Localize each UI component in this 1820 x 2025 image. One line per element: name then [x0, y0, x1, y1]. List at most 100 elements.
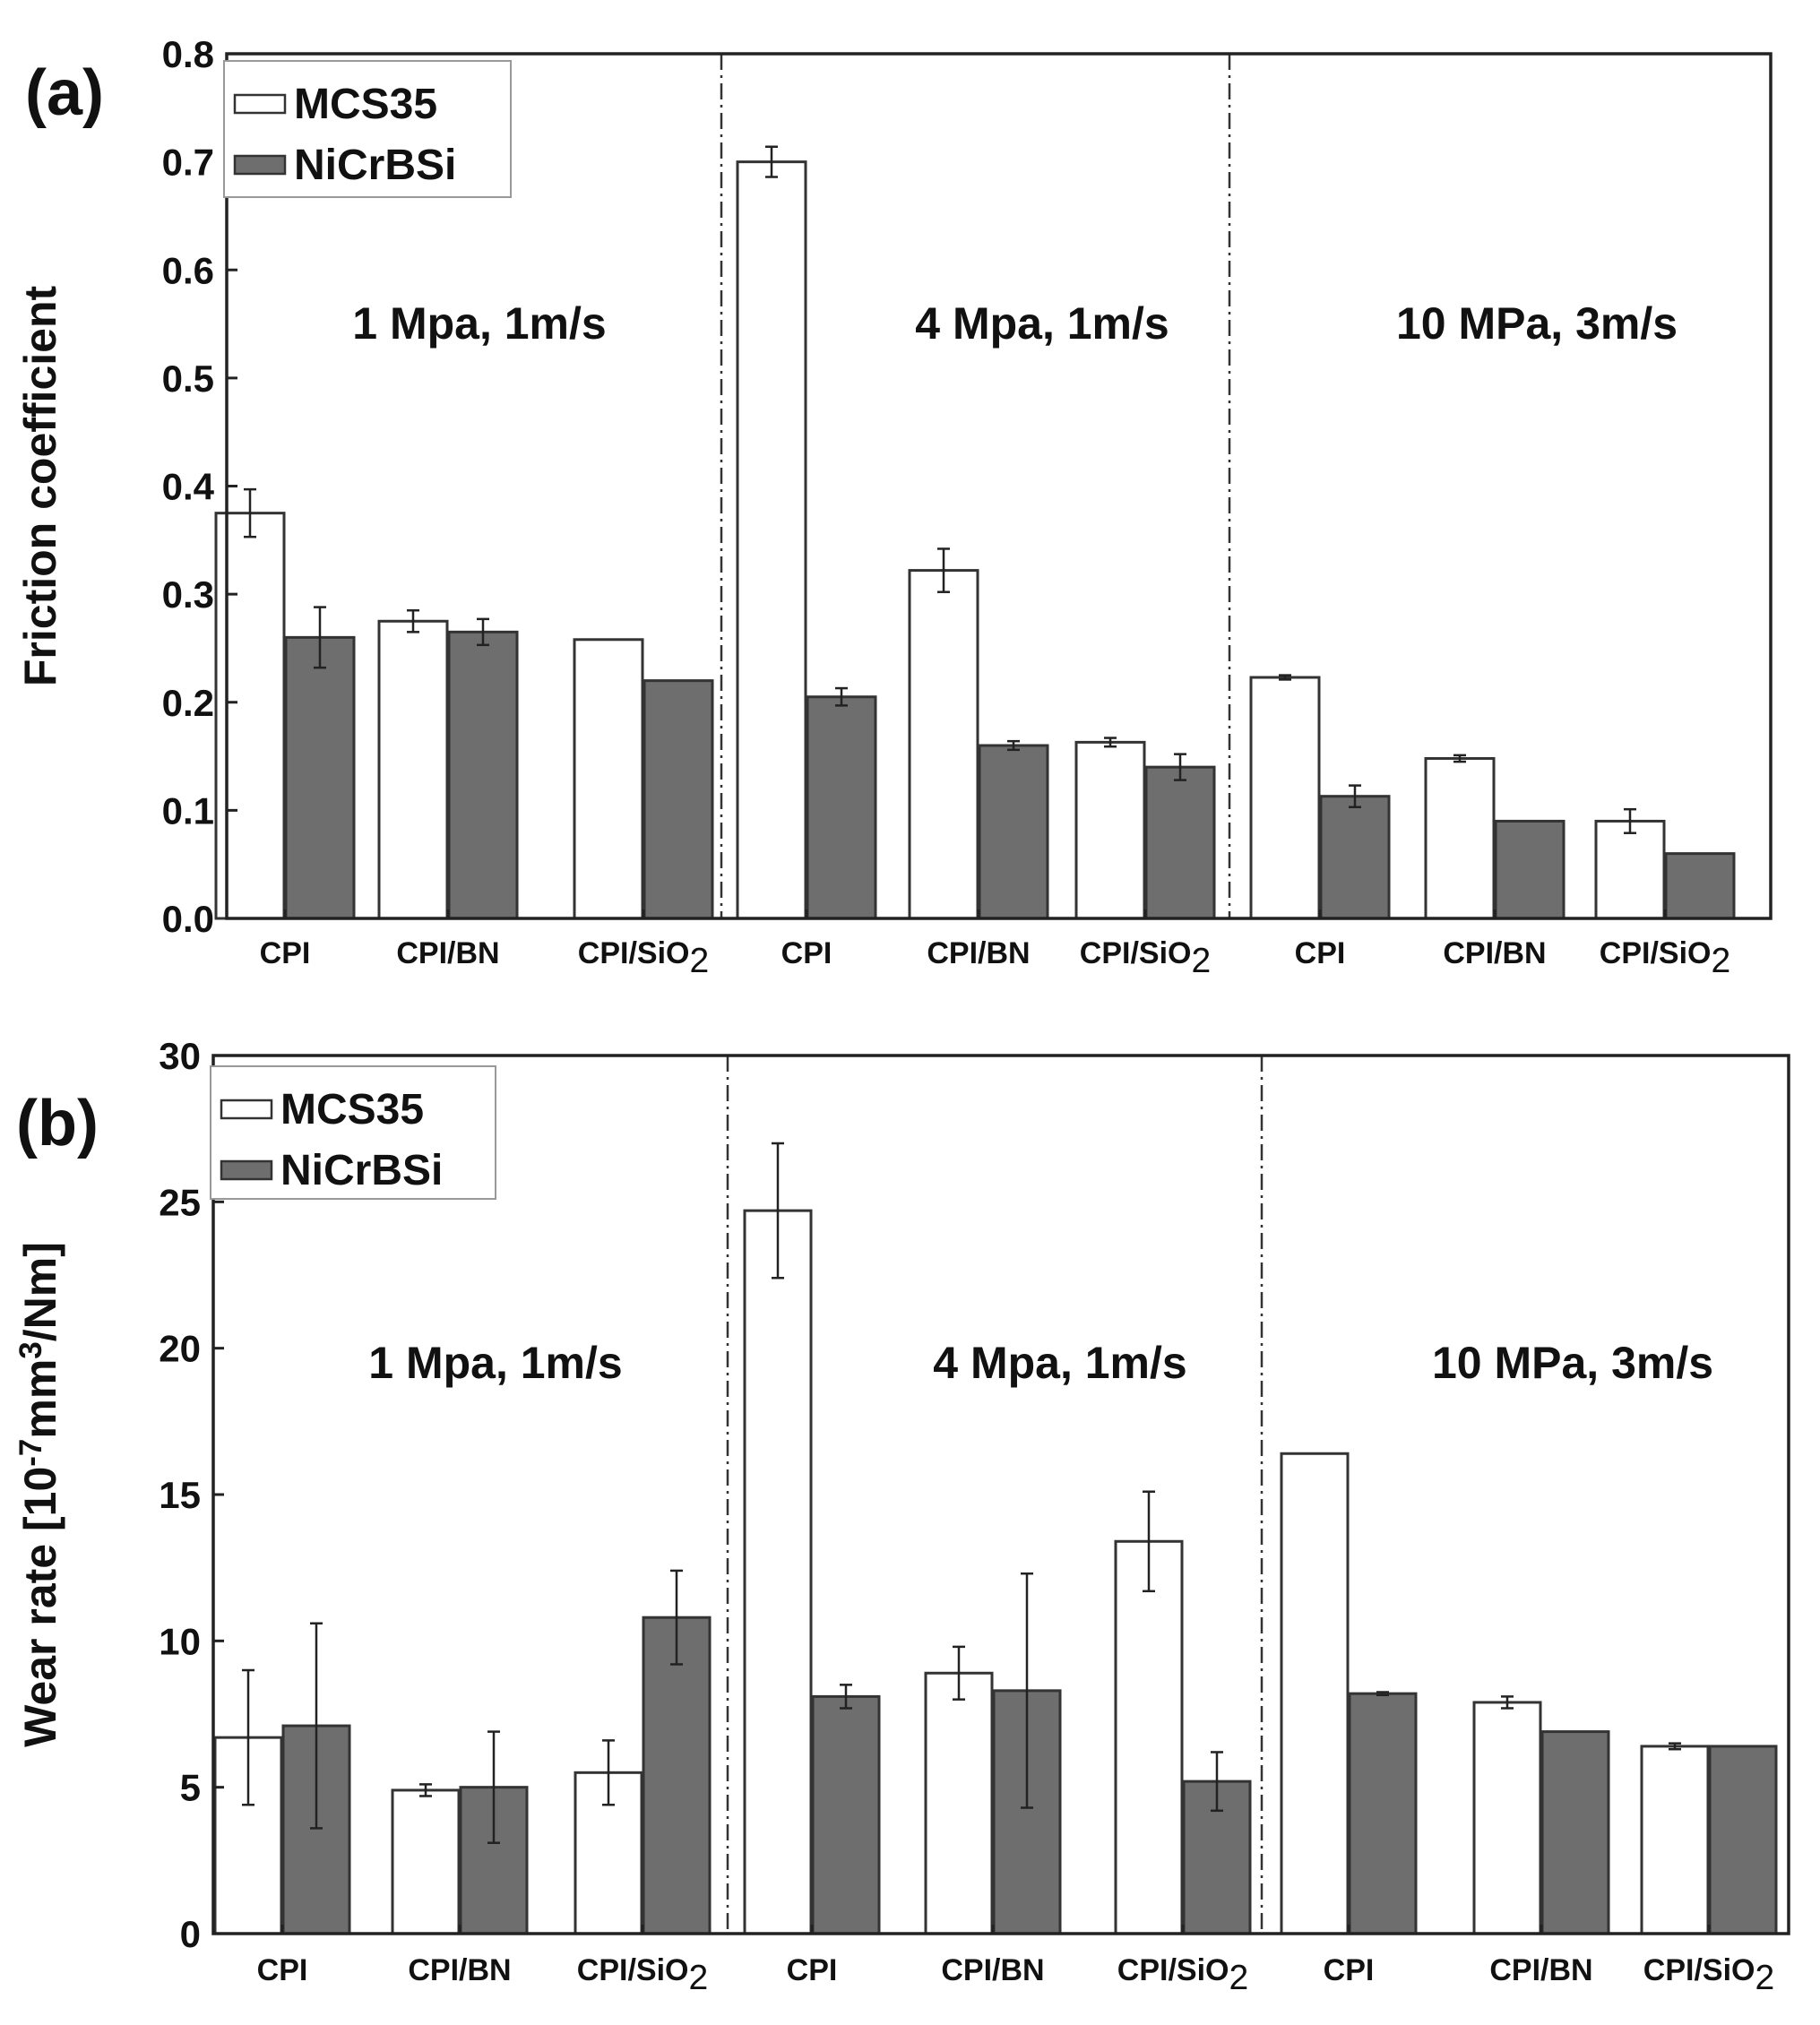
- category-text: CPI/BN: [941, 1953, 1044, 1987]
- legend-label: NiCrBSi: [280, 1147, 443, 1194]
- legend-swatch-mcs35: [233, 93, 287, 115]
- bar-nicrbsi: [447, 630, 519, 920]
- bar-mcs35: [743, 1209, 813, 1935]
- y-tick-label: 0.8: [162, 33, 214, 75]
- category-label: CPI: [1295, 936, 1346, 970]
- label-part: Wear rate [10: [15, 1467, 65, 1747]
- bar-mcs35: [573, 638, 644, 920]
- category-text: CPI/BN: [396, 936, 499, 970]
- legend-label: MCS35: [280, 1086, 424, 1133]
- y-tick-label: 30: [159, 1035, 201, 1077]
- category-label: CPI/BN: [1443, 936, 1546, 970]
- superscript: -7: [13, 1439, 48, 1467]
- bar-mcs35: [1424, 756, 1496, 920]
- y-tick-label: 0.3: [162, 573, 214, 616]
- category-label: CPI/SiO2: [1600, 936, 1730, 980]
- category-label: CPI/SiO2: [578, 936, 709, 980]
- bar-mcs35: [908, 569, 979, 920]
- y-tick-label: 25: [159, 1181, 201, 1223]
- y-axis-label: Wear rate [10-7mm3/Nm]: [13, 1242, 65, 1747]
- bar-mcs35: [1074, 740, 1146, 920]
- superscript: 3: [13, 1341, 48, 1358]
- bar-nicrbsi: [978, 744, 1049, 920]
- bar-mcs35: [391, 1788, 461, 1935]
- category-text: CPI/SiO: [1117, 1953, 1229, 1987]
- legend-label: MCS35: [294, 81, 437, 128]
- y-tick-label: 15: [159, 1474, 201, 1516]
- bar-mcs35: [736, 160, 807, 920]
- category-text: CPI/SiO: [577, 1953, 689, 1987]
- category-label: CPI/SiO2: [1117, 1953, 1248, 1997]
- condition-label: 4 Mpa, 1m/s: [933, 1338, 1186, 1388]
- bar-nicrbsi: [1144, 765, 1216, 920]
- category-text: CPI/SiO: [1643, 1953, 1755, 1987]
- y-tick-label: 5: [180, 1767, 201, 1809]
- bar-nicrbsi: [806, 695, 877, 920]
- y-tick-label: 0.1: [162, 789, 214, 832]
- category-text: CPI/BN: [1489, 1953, 1592, 1987]
- bar-mcs35: [377, 619, 449, 920]
- category-text: CPI/SiO: [1080, 936, 1192, 970]
- bar-nicrbsi: [1319, 795, 1391, 920]
- category-label: CPI: [781, 936, 832, 970]
- subscript: 2: [689, 942, 709, 980]
- bar-nicrbsi: [1494, 819, 1566, 920]
- y-tick-label: 0.0: [162, 898, 214, 940]
- bar-mcs35: [1114, 1539, 1184, 1935]
- subscript: 2: [1229, 1959, 1248, 1997]
- y-tick-label: 20: [159, 1328, 201, 1370]
- condition-label: 10 MPa, 3m/s: [1432, 1338, 1713, 1388]
- category-label: CPI/BN: [408, 1953, 511, 1987]
- y-tick-label: 0: [180, 1913, 201, 1955]
- category-text: CPI/BN: [408, 1953, 511, 1987]
- bar-nicrbsi: [1664, 852, 1736, 920]
- bar-nicrbsi: [642, 1616, 712, 1935]
- bar-mcs35: [1472, 1701, 1542, 1935]
- y-tick-label: 0.2: [162, 682, 214, 724]
- category-text: CPI: [1295, 936, 1346, 970]
- category-text: CPI/BN: [1443, 936, 1546, 970]
- category-text: CPI/BN: [927, 936, 1030, 970]
- bar-nicrbsi: [643, 679, 714, 920]
- category-label: CPI: [787, 1953, 838, 1987]
- subscript: 2: [1711, 942, 1730, 980]
- legend: MCS35 NiCrBSi: [210, 1065, 496, 1200]
- category-label: CPI/SiO2: [1643, 1953, 1774, 1997]
- panel-label: (a): [25, 57, 104, 129]
- category-label: CPI/BN: [396, 936, 499, 970]
- category-label: CPI/BN: [1489, 1953, 1592, 1987]
- legend-swatch-nicrbsi: [233, 154, 287, 176]
- subscript: 2: [1755, 1959, 1774, 1997]
- category-text: CPI: [260, 936, 311, 970]
- bar-mcs35: [1640, 1745, 1710, 1935]
- category-text: CPI: [787, 1953, 838, 1987]
- legend-label: NiCrBSi: [294, 142, 456, 189]
- category-text: CPI/SiO: [1600, 936, 1712, 970]
- category-label: CPI/SiO2: [1080, 936, 1211, 980]
- subscript: 2: [688, 1959, 708, 1997]
- category-label: CPI: [1324, 1953, 1375, 1987]
- bar-nicrbsi: [284, 635, 356, 920]
- condition-label: 4 Mpa, 1m/s: [915, 298, 1169, 349]
- label-part: mm: [15, 1359, 65, 1439]
- panel-label: (b): [16, 1088, 99, 1159]
- category-text: CPI/SiO: [578, 936, 690, 970]
- category-text: CPI: [257, 1953, 308, 1987]
- bar-nicrbsi: [1348, 1692, 1418, 1935]
- category-text: CPI: [781, 936, 832, 970]
- label-part: /Nm]: [15, 1242, 65, 1341]
- category-label: CPI: [257, 1953, 308, 1987]
- category-label: CPI/BN: [941, 1953, 1044, 1987]
- category-label: CPI/BN: [927, 936, 1030, 970]
- y-axis-label: Friction coefficient: [15, 286, 65, 687]
- y-tick-label: 0.6: [162, 249, 214, 291]
- condition-label: 1 Mpa, 1m/s: [352, 298, 606, 349]
- bar-mcs35: [1594, 819, 1666, 920]
- bar-mcs35: [1249, 676, 1321, 920]
- subscript: 2: [1191, 942, 1211, 980]
- bar-nicrbsi: [811, 1694, 881, 1935]
- condition-label: 1 Mpa, 1m/s: [368, 1338, 622, 1388]
